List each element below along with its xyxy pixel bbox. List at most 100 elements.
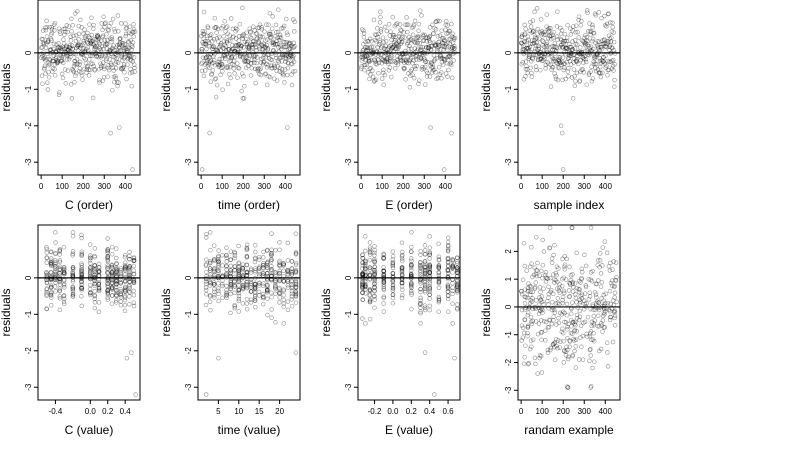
data-point (289, 82, 295, 88)
data-point (612, 308, 618, 314)
data-point (411, 24, 416, 30)
data-point (265, 282, 270, 288)
data-point (455, 288, 460, 293)
data-point (546, 29, 551, 35)
data-point (581, 70, 587, 75)
data-point (57, 264, 63, 269)
data-point (398, 27, 403, 32)
data-point (363, 260, 368, 265)
data-point (549, 256, 555, 261)
data-point (88, 270, 93, 276)
data-point (245, 39, 250, 45)
data-point (394, 43, 400, 49)
data-point (443, 22, 448, 27)
data-point (280, 71, 286, 77)
data-point (230, 26, 236, 32)
data-point (432, 56, 438, 62)
data-point (252, 54, 257, 60)
data-point (57, 259, 63, 265)
data-point (83, 60, 89, 66)
data-point (199, 167, 205, 172)
data-point (57, 267, 63, 273)
data-point (382, 72, 388, 78)
data-point (586, 297, 592, 302)
data-point (293, 293, 299, 299)
data-point (127, 249, 132, 255)
data-point (407, 58, 412, 64)
data-point (597, 70, 602, 75)
data-point (109, 271, 115, 277)
data-point (603, 41, 609, 47)
data-point (360, 290, 365, 296)
data-point (286, 41, 292, 46)
data-point (554, 272, 559, 278)
data-point (528, 338, 534, 343)
data-point (562, 39, 567, 44)
data-point (554, 24, 560, 29)
data-point (102, 25, 107, 30)
data-point (527, 28, 533, 34)
data-point (570, 353, 575, 359)
data-point (548, 84, 554, 89)
data-point (109, 39, 114, 45)
data-point (44, 272, 50, 277)
data-point (364, 44, 370, 50)
data-point (525, 324, 531, 330)
data-point (577, 49, 582, 54)
data-point (569, 324, 574, 329)
data-point (105, 292, 111, 297)
data-point (579, 296, 585, 301)
data-point (562, 253, 567, 259)
data-point (427, 279, 432, 284)
data-point (257, 293, 262, 298)
data-point (429, 59, 435, 65)
data-point (109, 270, 115, 275)
data-point (212, 76, 218, 82)
data-point (273, 248, 278, 253)
data-point (279, 70, 284, 75)
data-point (427, 264, 432, 269)
data-point (238, 51, 243, 57)
data-point (434, 76, 439, 82)
data-point (83, 46, 89, 52)
data-point (539, 370, 545, 375)
data-point (598, 251, 603, 256)
data-point (41, 41, 47, 47)
data-point (205, 39, 210, 44)
data-point (371, 49, 377, 55)
data-point (265, 312, 270, 318)
data-point (216, 259, 221, 265)
data-point (260, 55, 266, 61)
data-point (430, 61, 435, 67)
data-point (399, 28, 404, 33)
data-point (222, 42, 228, 47)
data-point (450, 40, 456, 45)
data-point (447, 53, 452, 59)
data-point (67, 43, 73, 48)
data-point (256, 66, 261, 71)
data-point (570, 281, 576, 287)
data-point (427, 34, 432, 40)
data-point (558, 43, 564, 48)
data-point (454, 255, 460, 260)
data-point (120, 42, 126, 48)
data-point (429, 61, 434, 66)
data-point (264, 288, 270, 294)
data-point (388, 53, 394, 58)
data-point (105, 246, 110, 252)
data-point (518, 40, 524, 46)
data-point (277, 300, 282, 305)
y-tick-label: 0 (504, 304, 513, 309)
y-tick-label: -3 (24, 158, 33, 166)
data-point (285, 240, 291, 246)
data-point (248, 267, 254, 273)
data-point (248, 282, 254, 288)
data-point (48, 276, 54, 281)
data-point (118, 35, 123, 41)
data-point (269, 257, 274, 262)
data-point (561, 67, 566, 73)
data-point (529, 344, 534, 349)
data-point (240, 273, 246, 278)
data-point (228, 270, 233, 276)
data-point (277, 291, 282, 297)
